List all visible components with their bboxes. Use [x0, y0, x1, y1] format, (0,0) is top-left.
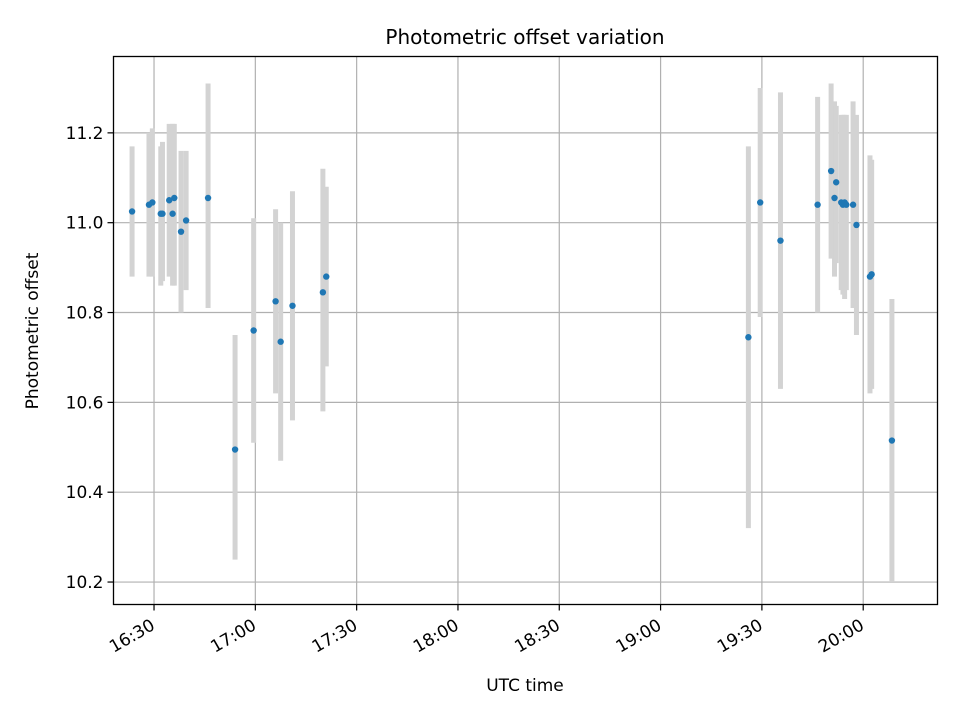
- y-tick-label: 10.8: [66, 304, 104, 324]
- data-point: [272, 298, 279, 305]
- y-tick-label: 10.2: [66, 573, 104, 593]
- data-point: [827, 167, 835, 175]
- data-point: [843, 201, 850, 208]
- data-point: [204, 194, 212, 202]
- data-point: [289, 302, 296, 309]
- data-point: [832, 179, 840, 186]
- y-tick-label: 11.0: [66, 214, 104, 234]
- data-point: [169, 210, 176, 217]
- chart-title: Photometric offset variation: [385, 25, 664, 49]
- y-axis-label: Photometric offset: [23, 252, 43, 409]
- data-point: [319, 289, 327, 296]
- y-tick-label: 11.2: [66, 124, 104, 144]
- data-point: [888, 437, 896, 444]
- data-point: [171, 194, 178, 202]
- y-tick-label: 10.4: [66, 483, 104, 503]
- data-point: [159, 210, 166, 217]
- data-point: [166, 197, 173, 204]
- data-point: [853, 221, 860, 229]
- data-point: [745, 334, 752, 341]
- data-point: [177, 228, 185, 235]
- y-axis: 10.2 10.4 10.6 10.8 11.0 11.2: [66, 124, 114, 593]
- data-point: [250, 327, 257, 334]
- data-point: [277, 338, 284, 345]
- data-point: [323, 273, 330, 280]
- data-point: [868, 271, 875, 278]
- x-axis-label: UTC time: [486, 676, 564, 696]
- data-point: [814, 201, 821, 208]
- data-point: [231, 446, 239, 453]
- data-point: [128, 208, 136, 215]
- data-point: [777, 237, 784, 244]
- y-tick-label: 10.6: [66, 393, 104, 413]
- data-point: [149, 199, 156, 206]
- data-point: [831, 194, 838, 202]
- grid: [113, 56, 938, 605]
- data-point: [182, 217, 190, 224]
- data-points: [128, 167, 896, 453]
- data-point: [757, 199, 764, 206]
- plot-frame: [112, 55, 939, 606]
- data-point: [849, 201, 857, 208]
